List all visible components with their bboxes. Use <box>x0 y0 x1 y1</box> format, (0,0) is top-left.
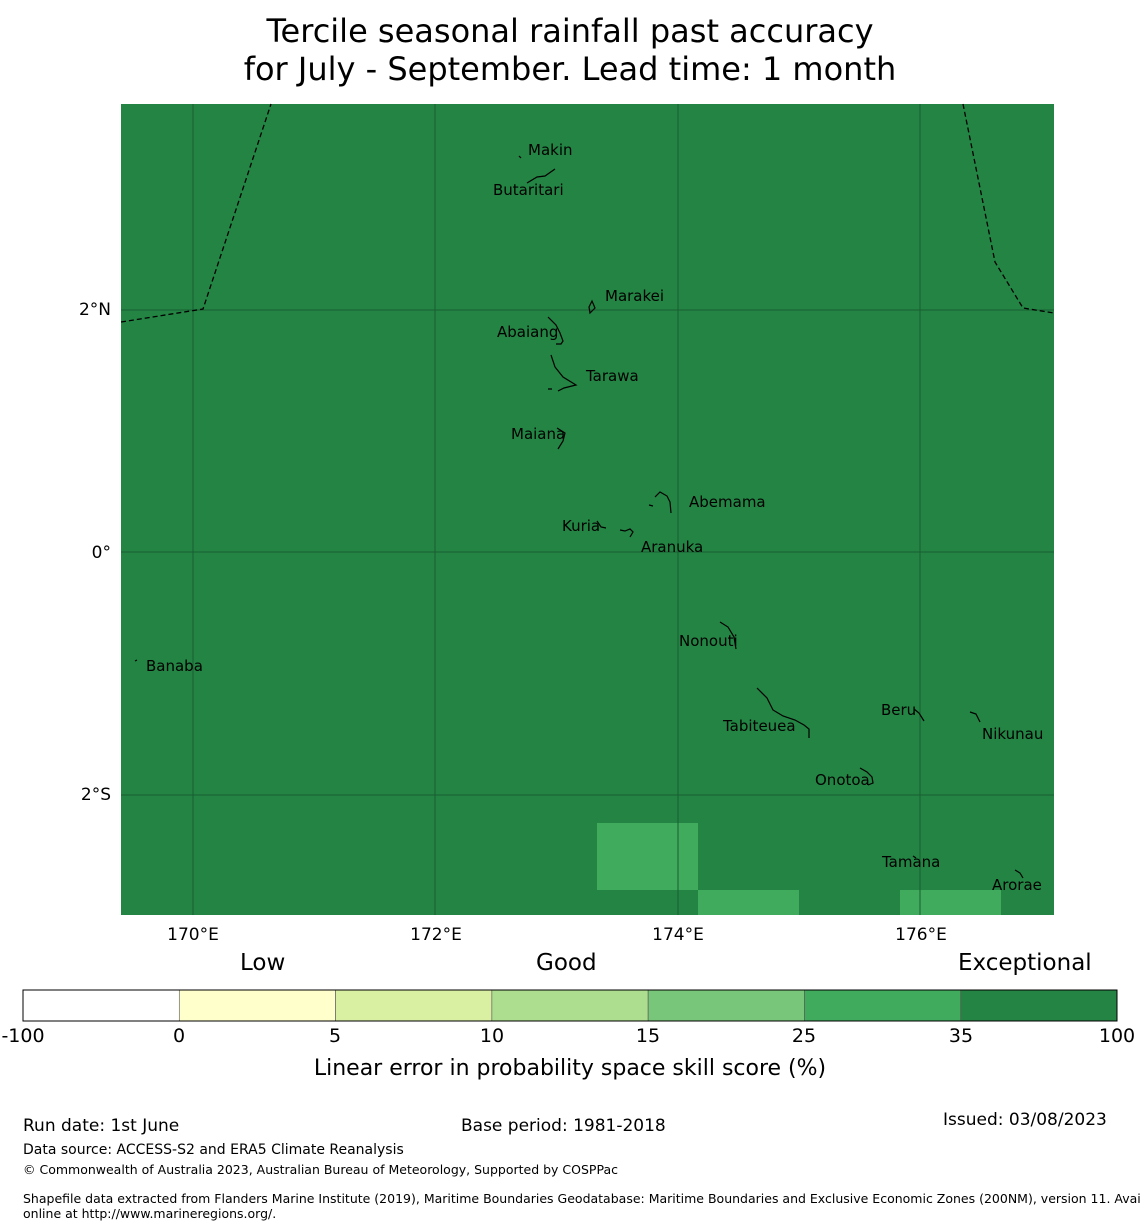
colorbar-tick: -100 <box>1 1025 45 1047</box>
tarawa-outline <box>548 354 578 392</box>
island-label-abemama: Abemama <box>689 493 766 511</box>
beru-outline <box>913 708 925 722</box>
colorbar-segment <box>491 989 649 1022</box>
data-source: Data source: ACCESS-S2 and ERA5 Climate … <box>23 1142 404 1158</box>
tabiteuea-outline <box>756 687 810 738</box>
colorbar-tick: 25 <box>791 1025 817 1047</box>
island-label-nonouti: Nonouti <box>679 632 738 650</box>
island-label-beru: Beru <box>881 701 916 719</box>
abemama-outline <box>648 491 672 514</box>
island-label-tarawa: Tarawa <box>585 367 639 385</box>
island-label-maiana: Maiana <box>511 425 565 443</box>
island-label-tabiteuea: Tabiteuea <box>722 717 796 735</box>
onotoa-outline <box>859 767 874 786</box>
colorbar-category-low: Low <box>240 950 286 976</box>
aranuka-outline <box>619 528 634 538</box>
colorbar-segment <box>178 989 336 1022</box>
colorbar-tick: 35 <box>948 1025 974 1047</box>
skill-cell-high <box>900 890 1001 915</box>
colorbar-segment <box>647 989 805 1022</box>
base-period: Base period: 1981-2018 <box>461 1116 666 1136</box>
abaiang-outline <box>547 316 564 345</box>
island-label-marakei: Marakei <box>605 287 664 305</box>
maiana-outline <box>556 427 566 450</box>
island-label-tamana: Tamana <box>881 853 940 871</box>
lon-tick-172e: 172°E <box>410 925 462 945</box>
skill-cell-high <box>597 823 698 890</box>
marakei-outline <box>588 299 596 315</box>
eez-boundary-east <box>962 103 1055 314</box>
butaritari-outline <box>526 168 556 184</box>
colorbar-tick: 10 <box>479 1025 505 1047</box>
graticule <box>121 104 1054 915</box>
colorbar-tick: 0 <box>172 1025 186 1047</box>
eez-boundaries <box>120 103 1055 323</box>
nonouti-outline <box>719 621 737 650</box>
island-outlines <box>134 155 1024 879</box>
island-label-nikunau: Nikunau <box>982 725 1043 743</box>
island-label-makin: Makin <box>528 141 573 159</box>
colorbar-category-exceptional: Exceptional <box>958 950 1092 976</box>
lon-tick-174e: 174°E <box>652 925 704 945</box>
island-label-onotoa: Onotoa <box>815 771 870 789</box>
makin-outline <box>518 155 522 159</box>
island-label-kuria: Kuria <box>562 517 600 535</box>
island-label-arorae: Arorae <box>992 876 1042 894</box>
colorbar-frame <box>22 989 1118 1022</box>
kuria-outline <box>596 520 607 529</box>
colorbar-label: Linear error in probability space skill … <box>313 1056 827 1081</box>
shapefile-credit-line-2: online at http://www.marineregions.org/. <box>23 1206 277 1221</box>
island-label-abaiang: Abaiang <box>497 323 558 341</box>
lat-tick-0: 0° <box>92 543 111 563</box>
nikunau-outline <box>969 711 981 723</box>
banaba-outline <box>134 659 138 662</box>
tamana-outline <box>912 855 917 859</box>
lat-tick-2s: 2°S <box>81 785 111 805</box>
shapefile-credit-line-1: Shapefile data extracted from Flanders M… <box>23 1191 1140 1206</box>
island-label-banaba: Banaba <box>146 657 203 675</box>
lon-tick-176e: 176°E <box>895 925 947 945</box>
colorbar <box>22 989 1118 1022</box>
colorbar-segment <box>22 989 180 1022</box>
colorbar-segment <box>960 989 1118 1022</box>
colorbar-segment <box>804 989 962 1022</box>
arorae-outline <box>1014 869 1024 879</box>
island-label-butaritari: Butaritari <box>493 181 564 199</box>
colorbar-tick: 100 <box>1098 1025 1136 1047</box>
colorbar-category-good: Good <box>536 950 597 976</box>
copyright: © Commonwealth of Australia 2023, Austra… <box>23 1162 618 1177</box>
lat-tick-2n: 2°N <box>79 300 111 320</box>
lon-tick-170e: 170°E <box>167 925 219 945</box>
island-label-aranuka: Aranuka <box>641 538 703 556</box>
run-date: Run date: 1st June <box>23 1116 180 1136</box>
issued-date: Issued: 03/08/2023 <box>943 1110 1107 1130</box>
eez-boundary-west <box>120 103 272 323</box>
colorbar-tick: 5 <box>328 1025 342 1047</box>
skill-cell-high <box>698 890 799 915</box>
title-line-1: Tercile seasonal rainfall past accuracy <box>266 12 874 50</box>
colorbar-tick: 15 <box>635 1025 661 1047</box>
colorbar-segment <box>335 989 493 1022</box>
title-line-2: for July - September. Lead time: 1 month <box>243 50 897 88</box>
map-background <box>121 104 1054 915</box>
